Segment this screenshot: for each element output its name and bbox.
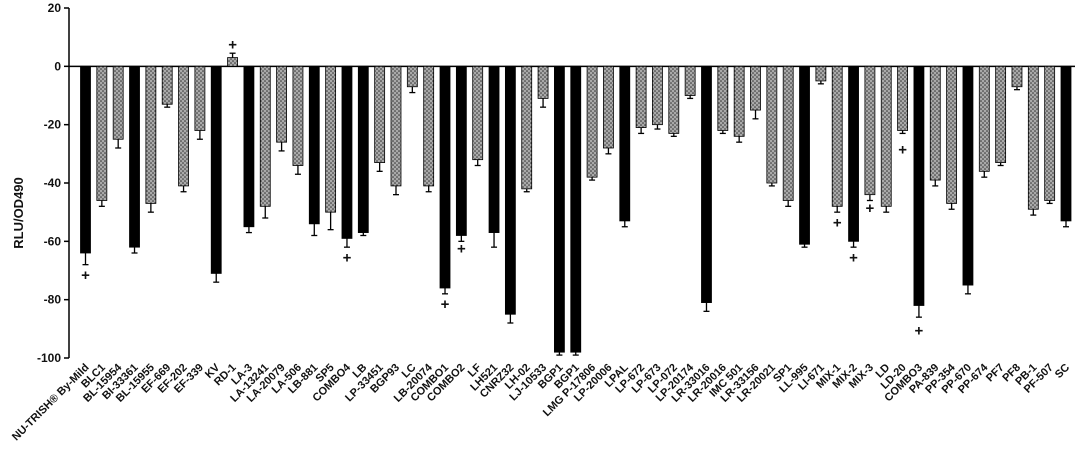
bar-58 — [1011, 65, 1023, 88]
bar-19 — [374, 65, 386, 163]
bar-52 — [913, 65, 925, 306]
bar-56 — [978, 65, 990, 172]
bar-51 — [897, 65, 908, 131]
bar-40 — [717, 65, 729, 131]
bar-61 — [1060, 65, 1072, 222]
bar-25 — [472, 65, 484, 161]
bar-1 — [80, 65, 91, 254]
bar-55 — [962, 65, 974, 286]
bar-15 — [308, 65, 320, 225]
x-tick-label: SC — [1053, 362, 1072, 381]
bars — [80, 57, 1072, 353]
bar-30 — [554, 65, 565, 353]
bar-26 — [488, 65, 500, 233]
bar-8 — [194, 65, 206, 131]
x-tick-labels: NU-TRISH® By-MildBLC1BL-15954BI-33361BL-… — [10, 361, 1072, 443]
bar-24 — [455, 65, 467, 236]
plus-marker: + — [81, 267, 90, 284]
bar-7 — [178, 65, 189, 187]
bar-28 — [521, 65, 533, 190]
y-tick-label: -80 — [44, 293, 62, 307]
bar-33 — [603, 65, 614, 149]
y-tick-label: -100 — [37, 351, 61, 365]
plus-marker: + — [866, 200, 875, 217]
bar-44 — [782, 65, 794, 201]
bar-53 — [929, 65, 941, 181]
bar-54 — [946, 65, 958, 204]
bar-4 — [129, 65, 140, 248]
significance-markers: + + + + + + + + + + — [81, 36, 923, 339]
bar-39 — [701, 65, 712, 303]
y-tick-label: 20 — [48, 1, 62, 15]
x-tick-label: NU-TRISH® By-Mild — [10, 362, 92, 444]
bar-10 — [227, 57, 238, 67]
bar-13 — [276, 65, 288, 143]
plus-marker: + — [915, 322, 924, 339]
bar-11 — [243, 65, 255, 228]
bar-32 — [586, 65, 598, 178]
y-tick-label: -20 — [44, 118, 62, 132]
y-tick-label: -40 — [44, 176, 62, 190]
bar-17 — [341, 65, 353, 239]
bar-45 — [799, 65, 810, 245]
bar-2 — [96, 65, 108, 201]
y-tick-label: 0 — [54, 59, 61, 73]
bar-20 — [390, 65, 402, 187]
bar-37 — [668, 65, 680, 134]
bar-42 — [750, 65, 761, 111]
bar-16 — [325, 65, 337, 213]
bar-29 — [537, 65, 549, 99]
bar-5 — [145, 65, 157, 204]
bar-50 — [880, 65, 892, 207]
bar-59 — [1027, 65, 1039, 210]
bar-38 — [684, 65, 696, 96]
plus-marker: + — [228, 36, 237, 53]
y-tick-label: -60 — [44, 234, 62, 248]
plus-marker: + — [343, 249, 352, 266]
bar-60 — [1044, 65, 1056, 201]
bar-35 — [635, 65, 647, 128]
bar-14 — [292, 65, 304, 166]
bar-22 — [423, 65, 435, 187]
bar-3 — [112, 65, 124, 140]
bar-48 — [848, 65, 859, 242]
plus-marker: + — [441, 296, 450, 313]
plus-marker: + — [898, 141, 907, 158]
bar-34 — [619, 65, 631, 222]
bar-46 — [815, 65, 827, 82]
bar-41 — [733, 65, 745, 137]
bar-9 — [210, 65, 222, 274]
plus-marker: + — [849, 249, 858, 266]
bar-23 — [439, 65, 451, 289]
bar-27 — [504, 65, 516, 315]
bar-12 — [259, 65, 271, 207]
bar-18 — [357, 65, 369, 233]
bar-31 — [570, 65, 582, 353]
plus-marker: + — [833, 214, 842, 231]
bar-49 — [864, 65, 876, 196]
y-axis-label: RLU/OD490 — [11, 177, 26, 249]
bar-43 — [766, 65, 778, 184]
error-bars — [82, 52, 1069, 356]
plus-marker: + — [457, 241, 466, 258]
bar-6 — [161, 65, 173, 105]
bar-57 — [995, 65, 1007, 163]
bar-36 — [652, 65, 663, 126]
bar-21 — [406, 65, 418, 88]
bar-47 — [831, 65, 843, 207]
y-ticks: 20 0 -20 -40 -60 -80 -100 — [37, 1, 69, 365]
